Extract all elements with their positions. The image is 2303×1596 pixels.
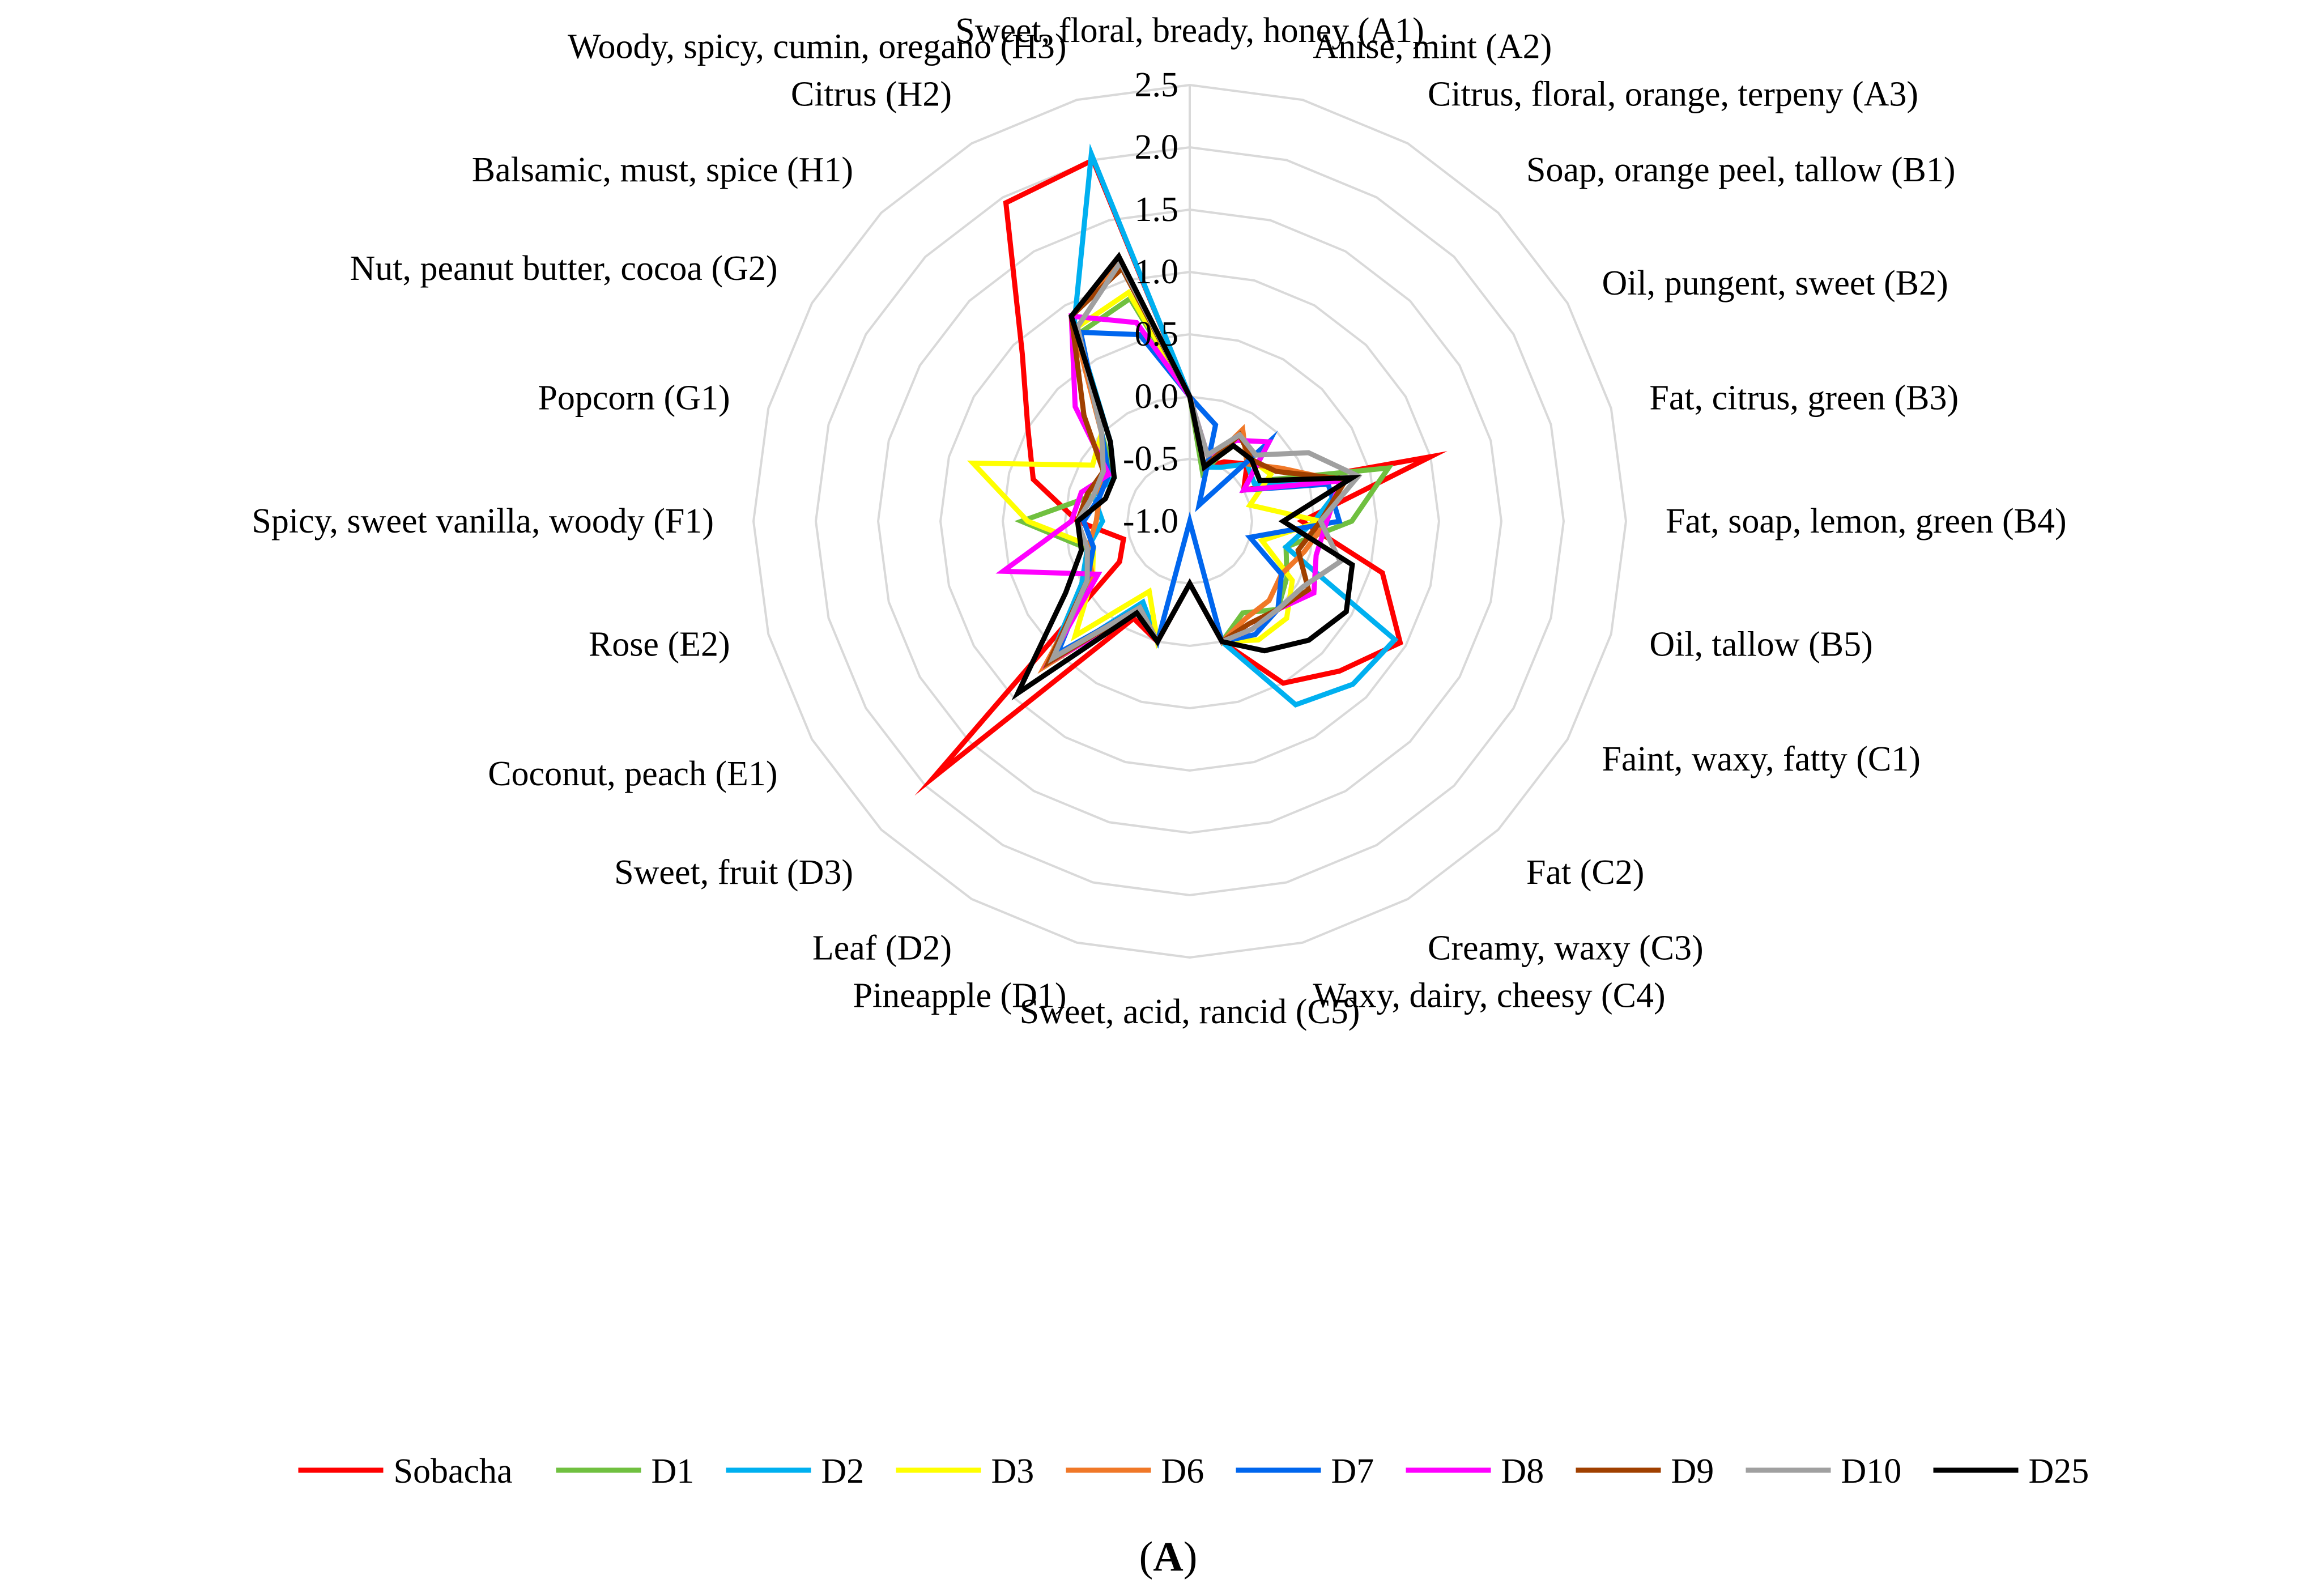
category-label: Balsamic, must, spice (H1) [472, 151, 853, 189]
legend-label: D1 [652, 1452, 695, 1491]
tick-label: 2.5 [1135, 66, 1179, 104]
category-label: Sweet, acid, rancid (C5) [1020, 993, 1360, 1031]
category-label: Citrus, floral, orange, terpeny (A3) [1428, 75, 1918, 114]
category-label: Popcorn (G1) [538, 379, 730, 418]
legend-item-d7: D7 [1236, 1452, 1374, 1491]
legend-item-d10: D10 [1746, 1452, 1902, 1491]
legend-item-d3: D3 [896, 1452, 1035, 1491]
category-label: Spicy, sweet vanilla, woody (F1) [252, 502, 714, 540]
tick-label: -1.0 [1123, 502, 1178, 540]
category-label: Fat, soap, lemon, green (B4) [1666, 502, 2067, 540]
category-label: Leaf (D2) [812, 929, 952, 967]
category-labels: Sweet, floral, bready, honey (A1)Anise, … [252, 11, 2066, 1031]
category-label: Sweet, floral, bready, honey (A1) [955, 11, 1424, 50]
legend-item-sobacha: Sobacha [298, 1452, 513, 1491]
category-label: Anise, mint (A2) [1313, 28, 1552, 66]
legend-item-d25: D25 [1933, 1452, 2089, 1491]
legend-label: D9 [1671, 1452, 1714, 1491]
legend-item-d1: D1 [556, 1452, 695, 1491]
category-label: Oil, pungent, sweet (B2) [1602, 264, 1948, 303]
legend-item-d9: D9 [1576, 1452, 1714, 1491]
panel-label: (A) [1139, 1534, 1198, 1580]
category-label: Woody, spicy, cumin, oregano (H3) [568, 28, 1067, 66]
tick-label: 2.0 [1135, 128, 1179, 167]
legend-label: Sobacha [394, 1452, 513, 1491]
category-label: Rose (E2) [589, 625, 730, 663]
category-label: Coconut, peach (E1) [488, 755, 777, 793]
category-label: Citrus (H2) [791, 75, 952, 114]
category-label: Waxy, dairy, cheesy (C4) [1313, 976, 1665, 1015]
tick-label: 1.5 [1135, 190, 1179, 229]
legend: Sobacha D1 D2 D3 D6 D7 D8 D9 D10 D25 [298, 1452, 2089, 1491]
gridline-ring-4 [939, 270, 1441, 772]
legend-item-d8: D8 [1406, 1452, 1544, 1491]
category-label: Soap, orange peel, tallow (B1) [1526, 151, 1956, 189]
legend-label: D25 [2029, 1452, 2089, 1491]
category-label: Nut, peanut butter, cocoa (G2) [350, 249, 778, 288]
category-label: Oil, tallow (B5) [1649, 625, 1872, 663]
gridline-ring-5 [876, 208, 1503, 835]
radar-grid [752, 83, 1628, 959]
category-label: Creamy, waxy (C3) [1428, 929, 1704, 967]
category-label: Sweet, fruit (D3) [614, 853, 853, 892]
tick-label: 0.0 [1135, 377, 1179, 416]
tick-label: 1.0 [1135, 253, 1179, 291]
category-label: Pineapple (D1) [853, 976, 1067, 1015]
legend-label: D8 [1501, 1452, 1544, 1491]
gridline-ring-7 [752, 83, 1628, 959]
legend-item-d6: D6 [1066, 1452, 1204, 1491]
series-line-d25 [1011, 252, 1362, 701]
radial-tick-labels: -1.0 -0.5 0.0 0.5 1.0 1.5 2.0 2.5 [1123, 66, 1178, 540]
legend-label: D10 [1841, 1452, 1902, 1491]
legend-label: D3 [991, 1452, 1035, 1491]
category-label: Fat, citrus, green (B3) [1649, 379, 1959, 418]
gridline-ring-2 [1063, 395, 1316, 648]
legend-item-d2: D2 [726, 1452, 865, 1491]
tick-label: -0.5 [1123, 440, 1178, 478]
legend-label: D7 [1331, 1452, 1374, 1491]
category-label: Faint, waxy, fatty (C1) [1602, 740, 1920, 778]
radar-series [914, 143, 1448, 796]
category-label: Fat (C2) [1526, 853, 1644, 892]
tick-label: 0.5 [1135, 315, 1179, 354]
legend-label: D2 [821, 1452, 865, 1491]
legend-label: D6 [1161, 1452, 1204, 1491]
gridline-ring-6 [814, 146, 1565, 897]
